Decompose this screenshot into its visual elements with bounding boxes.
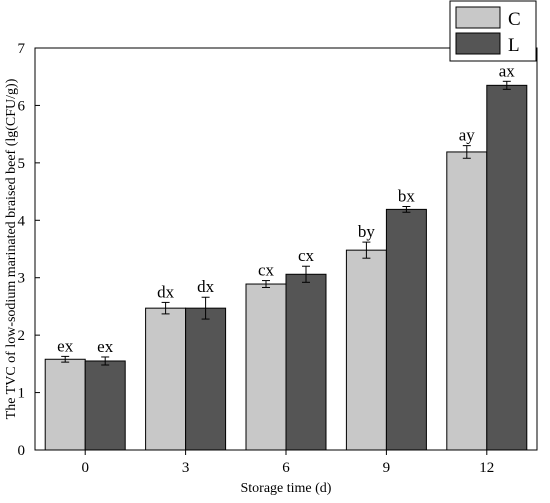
significance-label: ex [97,337,114,356]
significance-label: dx [197,277,215,296]
error-bar-L-12 [502,80,511,90]
bar-L-12 [486,84,528,451]
legend: CL [449,0,537,62]
y-axis-title: The TVC of low-sodium marinated braised … [4,78,19,419]
bar-C-3 [145,307,187,451]
bar-L-6 [285,273,327,451]
y-tick-label: 5 [18,156,26,172]
x-tick-label: 3 [182,460,190,476]
error-bar-L-6 [302,265,310,283]
y-tick-label: 4 [18,213,26,229]
bar-L-3 [185,307,227,451]
error-bar-L-3 [201,296,210,320]
legend-swatch-C [455,6,501,29]
error-bar-L-0 [101,356,110,366]
error-bar-C-0 [61,355,70,363]
significance-label: ay [459,126,476,145]
bar-C-12 [446,151,488,451]
significance-label: ex [57,336,74,355]
bar-C-9 [345,249,387,451]
y-tick-label: 1 [18,386,26,402]
legend-label-C: C [508,9,521,30]
significance-label: ax [499,61,516,80]
x-tick-label: 6 [282,460,290,476]
bar-L-9 [385,208,427,451]
significance-label: cx [298,246,315,265]
bar-C-6 [245,283,287,451]
significance-label: cx [258,261,275,280]
significance-label: by [358,222,376,241]
error-bar-L-9 [402,206,411,213]
x-axis-title: Storage time (d) [241,481,332,496]
y-tick-label: 2 [18,328,26,344]
y-tick-label: 6 [18,98,26,114]
legend-label-L: L [508,35,520,56]
bar-C-0 [44,358,86,451]
significance-label: dx [157,282,175,301]
legend-swatch-L [455,32,501,55]
error-bar-C-3 [161,301,170,315]
x-tick-label: 0 [81,460,89,476]
y-tick-label: 0 [18,443,26,459]
y-tick-label: 3 [18,271,26,287]
x-tick-label: 9 [383,460,391,476]
y-tick-label: 7 [18,41,26,57]
significance-label: bx [398,187,416,206]
x-tick-label: 12 [479,460,494,476]
error-bar-C-12 [462,145,471,159]
error-bar-C-9 [362,241,371,259]
bar-L-0 [84,360,126,451]
error-bar-C-6 [262,280,270,288]
